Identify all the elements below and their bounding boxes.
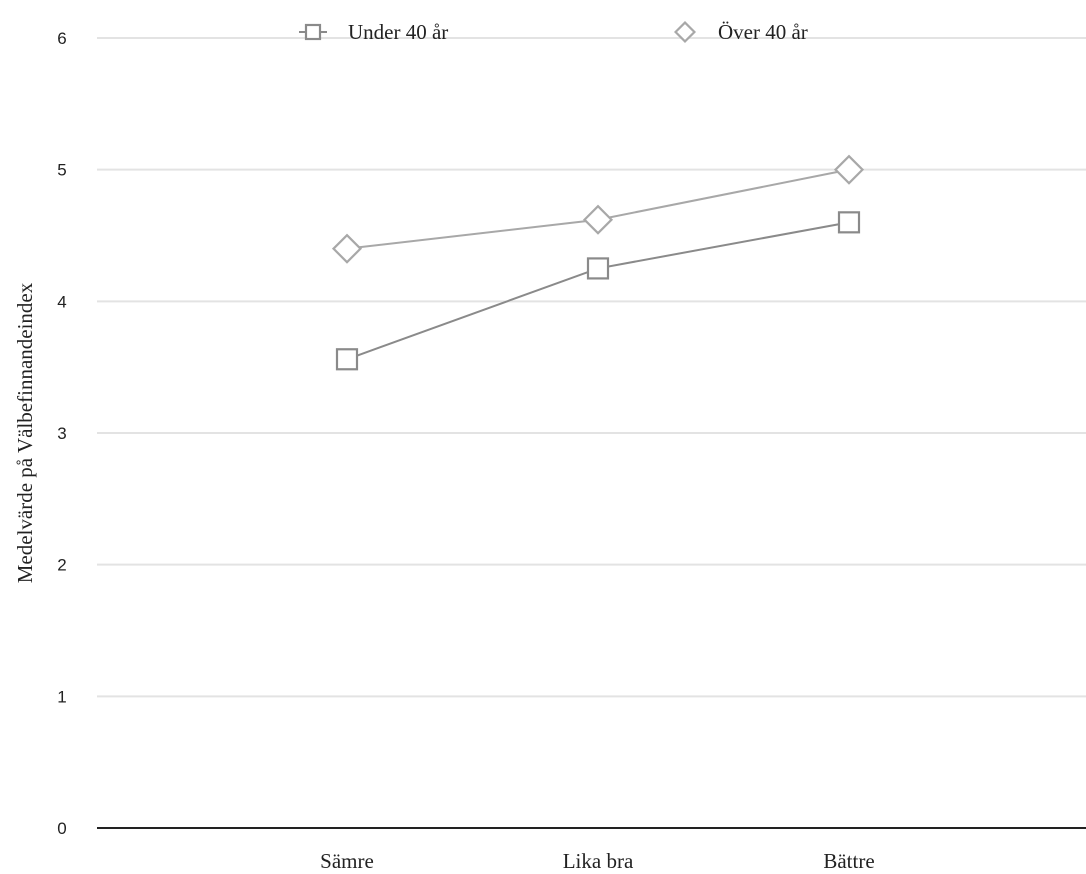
y-tick-label: 4 bbox=[57, 292, 66, 311]
data-point bbox=[331, 233, 363, 264]
x-tick-label: Sämre bbox=[320, 849, 374, 873]
x-tick-label: Bättre bbox=[823, 849, 874, 873]
y-tick-label: 0 bbox=[57, 819, 66, 838]
y-tick-label: 6 bbox=[57, 29, 66, 48]
legend-label: Under 40 år bbox=[348, 20, 448, 44]
legend-label: Över 40 år bbox=[718, 20, 808, 44]
x-axis-ticks: Sämre Lika bra Bättre bbox=[320, 849, 874, 873]
x-tick-label: Lika bra bbox=[563, 849, 634, 873]
data-point bbox=[586, 257, 610, 280]
data-point bbox=[833, 154, 865, 185]
y-tick-label: 2 bbox=[57, 556, 66, 575]
legend-marker bbox=[304, 23, 322, 41]
data-point bbox=[582, 204, 614, 235]
y-axis-label: Medelvärde på Välbefinnandeindex bbox=[13, 282, 37, 583]
gridlines bbox=[97, 37, 1086, 698]
series-group bbox=[331, 154, 865, 371]
legend: Under 40 år Över 40 år bbox=[299, 20, 808, 44]
legend-marker bbox=[673, 20, 697, 44]
data-point bbox=[335, 348, 359, 371]
y-tick-label: 3 bbox=[57, 424, 66, 443]
series-line bbox=[346, 221, 850, 361]
data-point bbox=[837, 211, 861, 234]
y-tick-label: 5 bbox=[57, 161, 66, 180]
y-tick-label: 1 bbox=[57, 687, 66, 706]
y-axis-ticks: 0 1 2 3 4 5 6 bbox=[57, 29, 66, 838]
